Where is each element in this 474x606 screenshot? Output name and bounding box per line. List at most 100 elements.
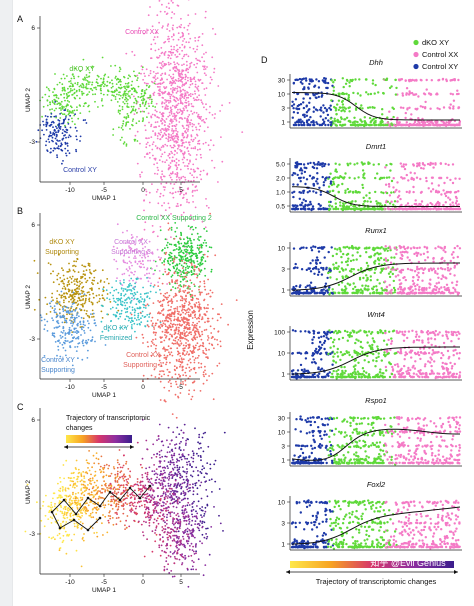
umap-point bbox=[164, 476, 167, 479]
umap-point bbox=[116, 470, 119, 473]
umap-point bbox=[173, 124, 176, 127]
umap-point bbox=[189, 309, 191, 311]
umap-point bbox=[170, 229, 173, 231]
umap-point bbox=[118, 94, 120, 96]
umap-point bbox=[186, 251, 188, 254]
umap-point bbox=[149, 499, 152, 502]
umap-point bbox=[217, 85, 220, 87]
umap-point bbox=[186, 237, 189, 240]
umap-point bbox=[133, 89, 136, 91]
umap-point bbox=[169, 300, 172, 302]
umap-point bbox=[71, 340, 74, 342]
umap-point bbox=[76, 515, 79, 518]
umap-point bbox=[176, 227, 178, 229]
umap-point bbox=[176, 131, 179, 133]
umap-point bbox=[180, 17, 182, 20]
umap-point bbox=[178, 186, 181, 189]
umap-point bbox=[195, 126, 197, 129]
umap-point bbox=[116, 498, 118, 500]
umap-point bbox=[79, 293, 82, 295]
umap-point bbox=[149, 94, 152, 97]
umap-point bbox=[168, 351, 170, 354]
umap-point bbox=[180, 429, 183, 432]
umap-point bbox=[158, 117, 160, 119]
umap-point bbox=[164, 493, 167, 496]
umap-point bbox=[78, 88, 81, 91]
umap-point bbox=[179, 36, 182, 39]
umap-point bbox=[143, 110, 146, 113]
umap-point bbox=[59, 504, 62, 507]
umap-point bbox=[200, 269, 203, 272]
umap-point bbox=[139, 293, 142, 295]
umap-point bbox=[179, 337, 182, 340]
umap-point bbox=[123, 272, 126, 275]
umap-point bbox=[170, 252, 173, 255]
umap-point bbox=[158, 481, 160, 484]
umap-point bbox=[184, 130, 187, 132]
umap-point bbox=[69, 477, 72, 480]
umap-point bbox=[152, 130, 154, 133]
umap-point bbox=[179, 299, 182, 302]
umap-point bbox=[141, 66, 144, 69]
umap-point bbox=[172, 192, 174, 195]
umap-point bbox=[61, 287, 64, 290]
umap-point bbox=[180, 90, 183, 92]
umap-point bbox=[111, 90, 114, 93]
umap-point bbox=[155, 519, 158, 522]
umap-point bbox=[192, 460, 195, 463]
umap-point bbox=[70, 322, 72, 325]
umap-point bbox=[73, 525, 76, 528]
umap-point bbox=[165, 104, 168, 106]
umap-point bbox=[115, 488, 117, 491]
umap-point bbox=[142, 486, 145, 489]
umap-point bbox=[178, 352, 180, 355]
umap-point bbox=[121, 106, 124, 108]
umap-point bbox=[83, 477, 86, 479]
umap-point bbox=[69, 309, 71, 312]
umap-point bbox=[172, 28, 174, 31]
umap-point bbox=[201, 82, 204, 84]
umap-point bbox=[190, 333, 193, 336]
umap-point bbox=[123, 116, 126, 119]
umap-point bbox=[192, 381, 195, 384]
umap-point bbox=[117, 303, 119, 306]
umap-point bbox=[85, 74, 88, 76]
umap-point bbox=[179, 97, 182, 100]
umap-point bbox=[69, 346, 71, 348]
umap-point bbox=[158, 515, 161, 517]
umap-point bbox=[168, 475, 171, 478]
umap-point bbox=[69, 270, 71, 272]
umap-point bbox=[103, 466, 106, 469]
umap-point bbox=[188, 121, 191, 124]
umap-point bbox=[80, 308, 83, 311]
umap-point bbox=[154, 158, 157, 161]
umap-point bbox=[44, 115, 47, 117]
umap-point bbox=[183, 38, 186, 40]
umap-point bbox=[151, 183, 153, 186]
umap-point bbox=[194, 252, 197, 255]
umap-point bbox=[166, 500, 169, 503]
umap-point bbox=[45, 86, 48, 89]
umap-point bbox=[135, 102, 138, 104]
umap-point bbox=[102, 80, 105, 83]
umap-point bbox=[183, 325, 186, 328]
umap-point bbox=[135, 91, 138, 93]
umap-point bbox=[177, 241, 180, 244]
umap-point bbox=[141, 256, 143, 259]
umap-point bbox=[45, 494, 47, 497]
umap-point bbox=[163, 129, 166, 132]
umap-point bbox=[130, 289, 132, 291]
umap-point bbox=[68, 290, 70, 293]
umap-point bbox=[196, 71, 199, 74]
umap-point bbox=[86, 76, 88, 79]
umap-point bbox=[219, 110, 222, 112]
umap-point bbox=[133, 297, 136, 300]
umap-point bbox=[185, 374, 188, 377]
umap-point bbox=[154, 134, 157, 137]
umap-point bbox=[179, 193, 182, 196]
umap-point bbox=[102, 290, 105, 293]
umap-point bbox=[81, 303, 84, 305]
umap-point bbox=[148, 498, 150, 501]
umap-point bbox=[94, 498, 97, 500]
umap-point bbox=[112, 85, 114, 88]
